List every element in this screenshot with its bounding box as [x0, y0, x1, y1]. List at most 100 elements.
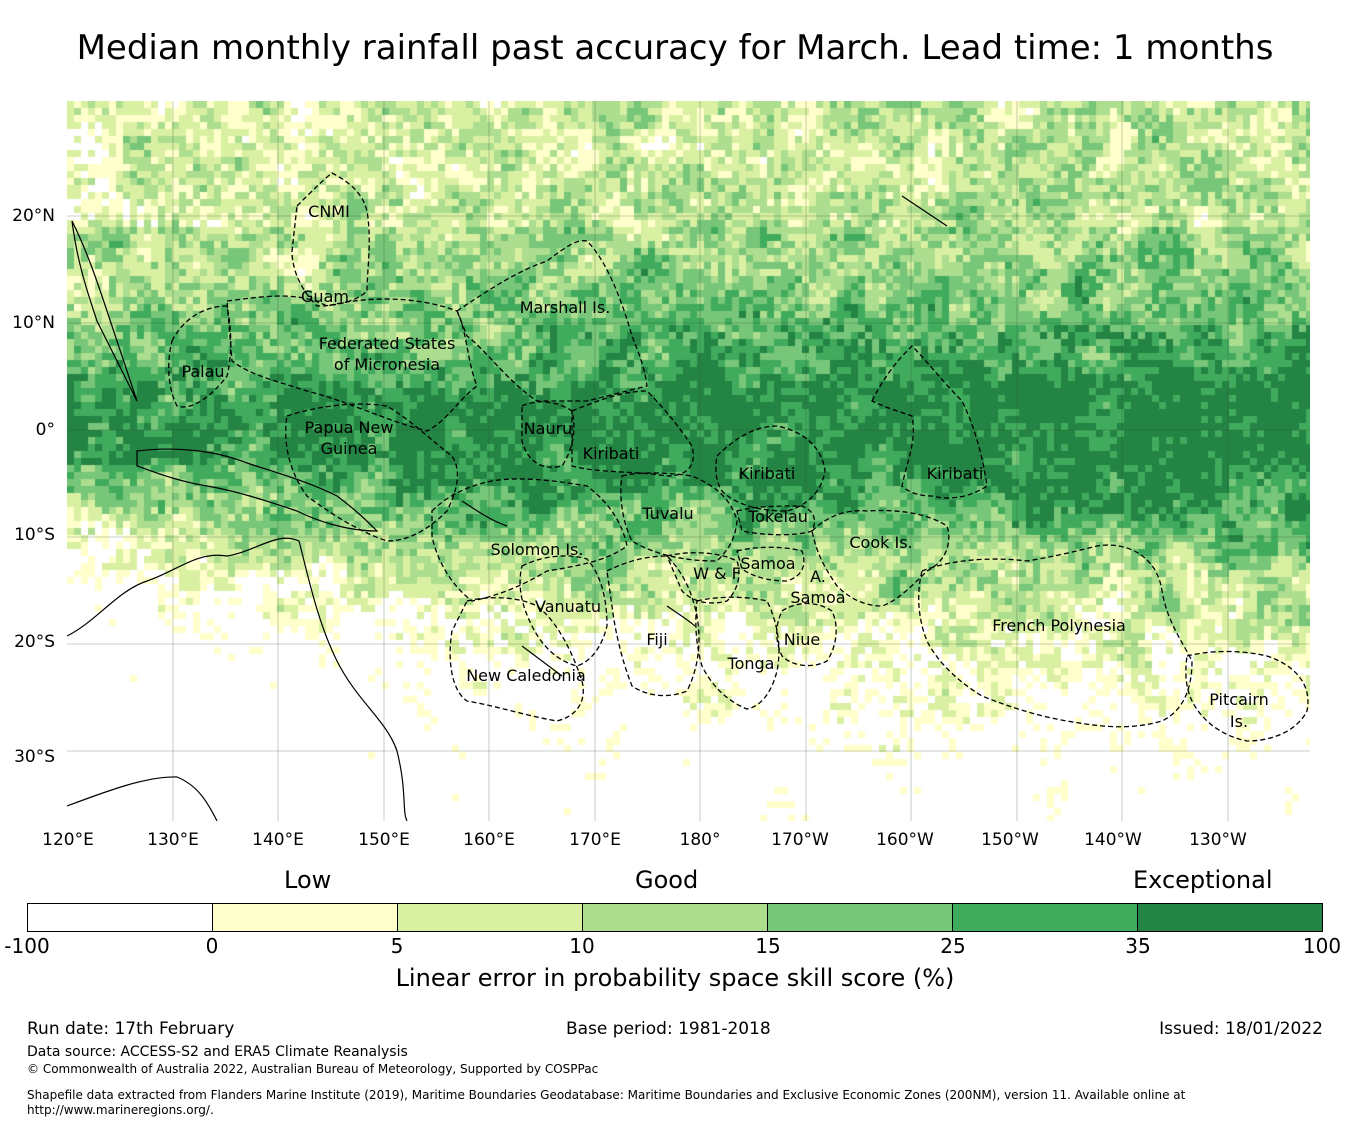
region-vanuatu: Vanuatu — [535, 597, 601, 616]
region-palau: Palau — [181, 362, 224, 381]
lon-label: 160°W — [876, 830, 934, 850]
region-fiji: Fiji — [646, 630, 667, 649]
region-new-caledonia: New Caledonia — [466, 666, 586, 685]
copyright: © Commonwealth of Australia 2022, Austra… — [27, 1062, 599, 1076]
lon-label: 170°E — [569, 830, 621, 850]
pitcairn-eez — [1185, 650, 1309, 742]
colorbar-segment — [583, 904, 768, 931]
eez-boundaries — [168, 172, 1309, 742]
french-polynesia-eez — [918, 544, 1193, 728]
region-kiribati-line: Kiribati — [927, 464, 984, 483]
new-guinea-coast — [136, 448, 379, 532]
colorbar-title: Linear error in probability space skill … — [395, 964, 955, 992]
colorbar-tick-label: 25 — [940, 934, 966, 958]
region-cook: Cook Is. — [849, 533, 912, 552]
fsm-eez — [226, 295, 478, 432]
lon-label: 130°W — [1189, 830, 1247, 850]
region-labels: CNMI Guam Marshall Is. Federated States … — [181, 202, 1268, 731]
region-pitcairn-2: Is. — [1230, 712, 1248, 731]
southwest-coast — [67, 776, 218, 821]
region-png-2: Guinea — [321, 439, 378, 458]
region-asamoa-1: A. — [810, 567, 826, 586]
fiji-coast — [666, 605, 696, 627]
australia-coast — [67, 537, 408, 821]
coastlines — [67, 195, 948, 821]
new-caledonia-coast — [521, 645, 563, 677]
tokelau-eez — [736, 505, 816, 536]
data-source: Data source: ACCESS-S2 and ERA5 Climate … — [27, 1044, 408, 1060]
samoa-eez — [736, 546, 805, 582]
colorbar-segment — [28, 904, 213, 931]
palau-eez — [168, 305, 232, 408]
region-pitcairn-1: Pitcairn — [1209, 690, 1269, 709]
colorbar-segment — [398, 904, 583, 931]
cook-islands-eez — [811, 509, 950, 607]
niue-eez — [776, 602, 837, 667]
map-title: Median monthly rainfall past accuracy fo… — [76, 28, 1274, 68]
lon-label: 150°W — [981, 830, 1039, 850]
kiribati-gilbert-eez — [571, 390, 694, 477]
vanuatu-eez — [519, 555, 608, 667]
region-tonga: Tonga — [727, 654, 775, 673]
lon-label: 180° — [679, 830, 721, 850]
colorbar-segment — [1138, 904, 1322, 931]
region-fsm-1: Federated States — [319, 334, 456, 353]
region-tuvalu: Tuvalu — [641, 504, 693, 523]
lon-label: 150°E — [358, 830, 410, 850]
lat-label: 10°N — [12, 313, 55, 333]
region-nauru: Nauru — [524, 419, 573, 438]
region-tokelau: Tokelau — [747, 507, 808, 526]
tonga-eez — [695, 596, 780, 710]
region-png-1: Papua New — [305, 418, 394, 437]
issued-date: Issued: 18/01/2022 — [1159, 1019, 1323, 1039]
lat-label: 20°N — [12, 206, 55, 226]
lat-label: 0° — [35, 420, 55, 440]
region-kiribati-phoenix: Kiribati — [739, 464, 796, 483]
new-caledonia-eez — [449, 597, 584, 722]
colorbar-tick-label: -100 — [4, 934, 50, 958]
colorbar-segment — [953, 904, 1138, 931]
region-niue: Niue — [784, 630, 820, 649]
shapefile-credit: Shapefile data extracted from Flanders M… — [27, 1088, 1186, 1102]
colorbar-tick-label: 10 — [569, 934, 595, 958]
lon-label: 120°E — [42, 830, 94, 850]
lon-label: 160°E — [463, 830, 515, 850]
kiribati-line-eez — [871, 345, 988, 499]
region-asamoa-2: Samoa — [790, 588, 845, 607]
region-solomon: Solomon Is. — [491, 540, 584, 559]
region-french-polynesia: French Polynesia — [992, 616, 1126, 635]
nauru-eez — [521, 401, 575, 468]
lon-label: 170°W — [771, 830, 829, 850]
philippines-coast — [71, 220, 138, 402]
solomon-coast — [461, 500, 508, 527]
legend-category-exceptional: Exceptional — [1133, 866, 1273, 894]
colorbar-tick-label: 15 — [755, 934, 781, 958]
colorbar-tick-label: 100 — [1302, 934, 1342, 958]
region-kiribati-gilbert: Kiribati — [583, 444, 640, 463]
region-fsm-2: of Micronesia — [334, 355, 440, 374]
lat-label: 10°S — [14, 525, 55, 545]
graticule — [67, 101, 1310, 821]
fiji-eez — [606, 555, 700, 697]
region-cnmi: CNMI — [308, 202, 350, 221]
region-guam: Guam — [301, 287, 349, 306]
legend-category-low: Low — [284, 866, 332, 894]
map-overlay: CNMI Guam Marshall Is. Federated States … — [67, 101, 1310, 821]
region-samoa: Samoa — [740, 554, 795, 573]
colorbar-segment — [768, 904, 953, 931]
colorbar-tick-label: 0 — [205, 934, 219, 958]
lon-label: 140°E — [252, 830, 304, 850]
colorbar — [27, 903, 1323, 932]
marshall-eez — [456, 240, 648, 402]
lat-label: 20°S — [14, 632, 55, 652]
kiribati-phoenix-eez — [715, 425, 826, 512]
run-date: Run date: 17th February — [27, 1019, 235, 1039]
skill-score-map: CNMI Guam Marshall Is. Federated States … — [67, 101, 1310, 821]
png-eez — [285, 403, 459, 542]
hawaii-coast — [901, 195, 948, 227]
skill-score-raster — [67, 101, 1310, 821]
solomon-eez — [431, 478, 628, 602]
tuvalu-eez — [620, 472, 738, 562]
region-wallis-futuna: W & F — [693, 564, 741, 583]
base-period: Base period: 1981-2018 — [566, 1019, 771, 1039]
